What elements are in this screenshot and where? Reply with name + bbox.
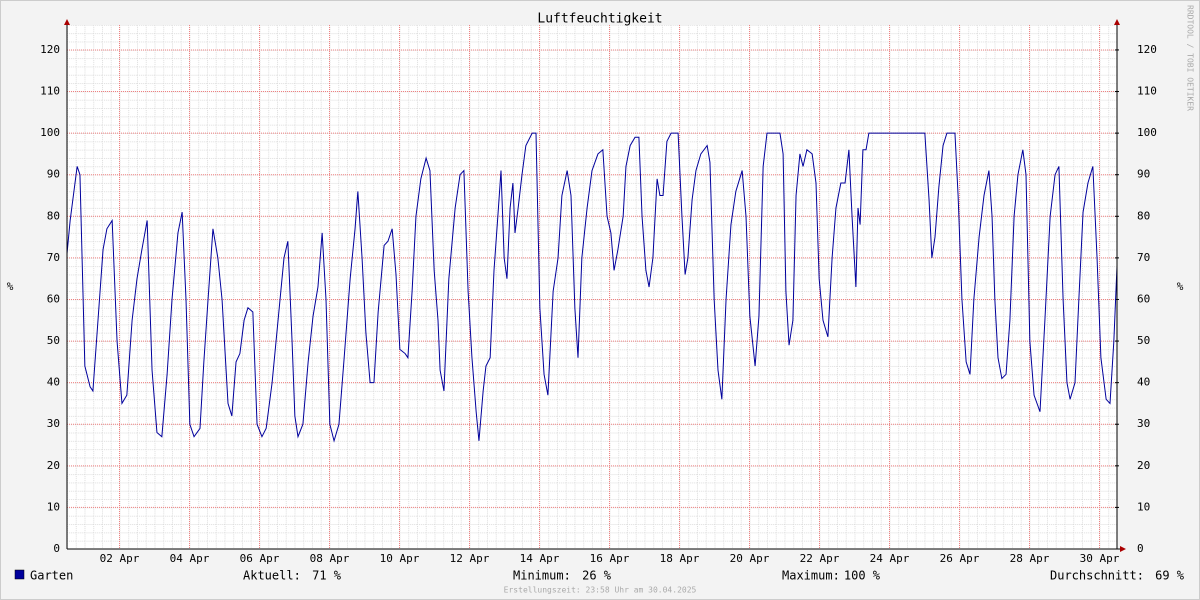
legend-swatch [14,569,25,580]
stat-label: Aktuell: [243,569,301,583]
y-tick-label: 110 [40,85,60,98]
x-tick-label: 10 Apr [380,552,420,565]
series-line [66,132,1118,443]
y-tick-label: 0 [53,542,60,555]
x-tick-label: 24 Apr [870,552,910,565]
y2-tick-label: 80 [1137,209,1150,222]
y-axis-label: % [7,280,14,293]
y2-tick-label: 90 [1137,168,1150,181]
y-tick-label: 20 [47,459,60,472]
axis-arrow [1120,546,1126,552]
y-tick-label: 50 [47,334,60,347]
y-tick-label: 30 [47,417,60,430]
y2-tick-label: 60 [1137,292,1150,305]
x-tick-label: 06 Apr [240,552,280,565]
y2-tick-label: 10 [1137,500,1150,513]
y2-axis-label: % [1177,280,1184,293]
y-tick-label: 40 [47,376,60,389]
stat-value: 71 % [312,569,342,583]
watermark: RRDTOOL / TOBI OETIKER [1186,5,1195,111]
y2-tick-label: 50 [1137,334,1150,347]
y-tick-label: 120 [40,43,60,56]
y-tick-label: 60 [47,292,60,305]
y2-tick-label: 40 [1137,376,1150,389]
chart-title: Luftfeuchtigkeit [537,12,662,27]
axis-arrow [64,19,70,25]
y2-tick-label: 100 [1137,126,1157,139]
minor-grid [67,25,1117,549]
x-tick-label: 20 Apr [730,552,770,565]
x-tick-label: 04 Apr [170,552,210,565]
stat-value: 26 % [582,569,612,583]
marks [66,132,1118,443]
y2-tick-label: 0 [1137,542,1144,555]
stat-value: 69 % [1155,569,1185,583]
legend-label: Garten [30,569,73,583]
axis-arrow [1114,19,1120,25]
y-tick-label: 90 [47,168,60,181]
y2-tick-label: 20 [1137,459,1150,472]
y-tick-label: 80 [47,209,60,222]
x-tick-label: 28 Apr [1010,552,1050,565]
y2-tick-label: 30 [1137,417,1150,430]
x-tick-label: 26 Apr [940,552,980,565]
y-tick-label: 10 [47,500,60,513]
x-tick-label: 16 Apr [590,552,630,565]
stat-label: Maximum: [782,569,840,583]
y2-tick-label: 120 [1137,43,1157,56]
stat-label: Durchschnitt: [1050,569,1144,583]
x-tick-label: 22 Apr [800,552,840,565]
y2-tick-label: 110 [1137,85,1157,98]
x-tick-label: 30 Apr [1080,552,1120,565]
y-tick-label: 100 [40,126,60,139]
x-tick-label: 12 Apr [450,552,490,565]
x-tick-label: 08 Apr [310,552,350,565]
x-tick-label: 18 Apr [660,552,700,565]
footer: Erstellungszeit: 23:58 Uhr am 30.04.2025 [504,586,697,595]
stat-label: Minimum: [513,569,571,583]
stat-value: 100 % [844,569,881,583]
y-tick-label: 70 [47,251,60,264]
y2-tick-label: 70 [1137,251,1150,264]
x-tick-label: 02 Apr [100,552,140,565]
x-tick-label: 14 Apr [520,552,560,565]
